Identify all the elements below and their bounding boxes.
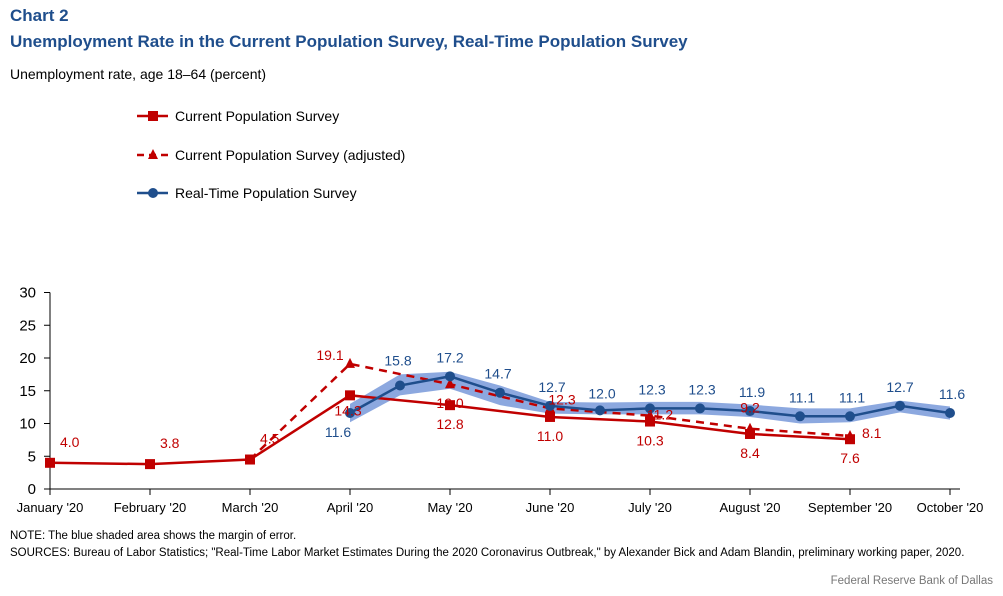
cps-data-label: 11.0 [537,428,563,444]
x-tick-label: February '20 [114,500,187,515]
data-labels: 4.0 3.8 4.5 14.3 12.8 11.0 10.3 8.4 7.6 19.1 16.0 1… [60,347,965,466]
cps-adjusted-point [645,409,655,420]
series-markers [45,357,955,470]
cps-point [445,400,455,411]
chart-number: Chart 2 [10,6,69,25]
rps-point [495,387,505,398]
margin-of-error-area [350,371,950,424]
x-tick-label: August '20 [719,500,780,515]
rps-data-label: 12.3 [688,381,715,397]
rps-point [345,408,355,419]
x-tick-label: March '20 [222,500,279,515]
y-tick-label: 15 [19,383,36,400]
cps-point [545,411,555,422]
rps-data-label: 12.0 [588,385,615,401]
rps-data-label: 12.7 [538,379,565,395]
rps-data-label: 12.3 [638,381,665,397]
credit: Federal Reserve Bank of Dallas [830,575,993,587]
axes: 0 5 10 15 20 25 30 January '20 February '20 March… [17,285,984,516]
cps-adjusted-data-label: 9.2 [740,400,760,416]
cps-point [645,416,655,427]
cps-point [145,459,155,470]
legend-label-cps-adjusted: Current Population Survey (adjusted) [175,147,405,163]
cps-adjusted-point [845,429,855,440]
rps-data-label: 11.6 [939,386,965,402]
x-tick-label: June '20 [526,500,575,515]
cps-adjusted-data-label: 12.3 [548,391,575,407]
rps-point [795,411,805,422]
cps-point [745,428,755,439]
y-tick-label: 30 [19,285,36,302]
rps-point [395,380,405,391]
rps-point [645,403,655,414]
rps-data-label: 12.7 [886,379,913,395]
x-tick-label: September '20 [808,500,892,515]
cps-data-label: 8.4 [740,445,760,461]
cps-data-label: 4.5 [260,431,280,447]
rps-point [445,371,455,382]
legend-marker-cps-adjusted [148,149,158,159]
rps-data-label: 15.8 [384,353,411,369]
x-tick-label: January '20 [17,500,84,515]
cps-data-label: 7.6 [840,450,860,466]
rps-data-label: 17.2 [436,349,463,365]
rps-data-label: 11.6 [325,424,351,440]
cps-adjusted-point [445,378,455,389]
rps-point [545,400,555,411]
y-axis-label: Unemployment rate, age 18–64 (percent) [10,66,267,82]
cps-adjusted-data-label: 19.1 [316,347,343,363]
rps-data-label: 11.1 [789,389,815,405]
legend-label-rps: Real-Time Population Survey [175,185,357,201]
cps-adjusted-data-label: 8.1 [862,425,882,441]
cps-data-label: 10.3 [636,433,663,449]
legend-marker-rps [148,188,158,198]
cps-adjusted-data-label: 16.0 [436,395,463,411]
y-tick-label: 25 [19,317,36,334]
rps-point [945,408,955,419]
cps-adjusted-point [345,357,355,368]
y-tick-label: 10 [19,416,36,433]
rps-data-label: 11.9 [739,384,765,400]
cps-point [45,457,55,468]
margin-of-error-band [350,371,950,424]
chart-title: Unemployment Rate in the Current Populat… [10,32,688,51]
rps-data-label: 14.7 [484,366,511,382]
x-tick-label: April '20 [327,500,374,515]
cps-point [245,454,255,465]
x-tick-label: July '20 [628,500,672,515]
x-tick-label: May '20 [427,500,472,515]
legend: Current Population Survey Current Populat… [137,108,405,201]
rps-point [895,400,905,411]
rps-point [695,403,705,414]
rps-data-label: 11.1 [839,389,865,405]
footnote: NOTE: The blue shaded area shows the mar… [10,530,297,542]
legend-label-cps: Current Population Survey [175,108,339,124]
cps-data-label: 3.8 [160,435,180,451]
cps-adjusted-data-label: 11.2 [647,407,673,423]
x-tick-label: October '20 [917,500,984,515]
cps-point [345,390,355,401]
cps-data-label: 4.0 [60,434,80,450]
sources: SOURCES: Bureau of Labor Statistics; "Re… [10,547,965,559]
legend-marker-cps [148,111,158,121]
rps-point [845,411,855,422]
cps-data-label: 14.3 [334,402,361,418]
cps-data-label: 12.8 [436,416,463,432]
y-tick-label: 20 [19,350,36,367]
cps-adjusted-point [745,422,755,433]
y-tick-label: 0 [28,481,36,498]
rps-point [745,406,755,417]
y-tick-label: 5 [28,448,36,465]
rps-point [595,405,605,416]
